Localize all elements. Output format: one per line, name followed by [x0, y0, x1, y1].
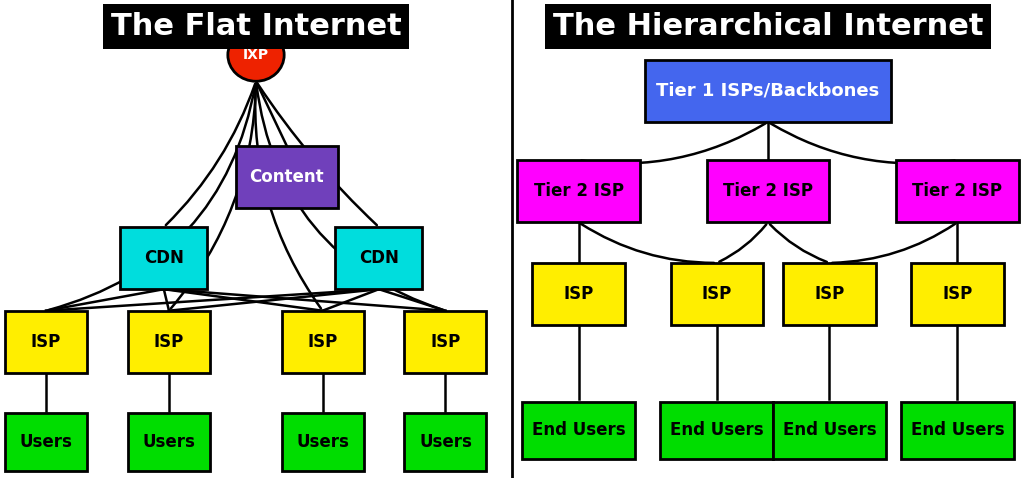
FancyBboxPatch shape [236, 146, 338, 208]
Text: The Hierarchical Internet: The Hierarchical Internet [553, 12, 983, 41]
Text: CDN: CDN [359, 249, 398, 267]
Text: The Flat Internet: The Flat Internet [111, 12, 401, 41]
Text: ISP: ISP [307, 333, 338, 351]
FancyBboxPatch shape [671, 263, 763, 325]
FancyBboxPatch shape [282, 413, 364, 471]
Text: ISP: ISP [154, 333, 184, 351]
FancyBboxPatch shape [707, 160, 829, 222]
Text: Users: Users [19, 433, 73, 451]
FancyBboxPatch shape [404, 413, 486, 471]
Text: IXP: IXP [243, 48, 269, 62]
Text: ISP: ISP [430, 333, 461, 351]
Text: End Users: End Users [531, 421, 626, 439]
Text: Users: Users [419, 433, 472, 451]
Text: End Users: End Users [910, 421, 1005, 439]
Text: Tier 2 ISP: Tier 2 ISP [912, 182, 1002, 200]
Text: ISP: ISP [31, 333, 61, 351]
Text: CDN: CDN [144, 249, 183, 267]
FancyBboxPatch shape [783, 263, 876, 325]
FancyBboxPatch shape [660, 402, 773, 459]
FancyBboxPatch shape [282, 311, 364, 373]
Text: ISP: ISP [942, 285, 973, 303]
Text: End Users: End Users [670, 421, 764, 439]
FancyBboxPatch shape [773, 402, 886, 459]
FancyBboxPatch shape [517, 160, 640, 222]
Text: ISP: ISP [563, 285, 594, 303]
FancyBboxPatch shape [336, 227, 423, 289]
Circle shape [227, 29, 285, 81]
Text: Users: Users [142, 433, 196, 451]
FancyBboxPatch shape [645, 60, 891, 122]
Text: Content: Content [250, 168, 324, 186]
FancyBboxPatch shape [404, 311, 486, 373]
Text: Tier 1 ISPs/Backbones: Tier 1 ISPs/Backbones [656, 82, 880, 100]
FancyBboxPatch shape [522, 402, 635, 459]
FancyBboxPatch shape [128, 311, 210, 373]
FancyBboxPatch shape [5, 413, 87, 471]
FancyBboxPatch shape [911, 263, 1004, 325]
Text: ISP: ISP [701, 285, 732, 303]
FancyBboxPatch shape [128, 413, 210, 471]
Text: Tier 2 ISP: Tier 2 ISP [723, 182, 813, 200]
Text: End Users: End Users [782, 421, 877, 439]
FancyBboxPatch shape [896, 160, 1019, 222]
FancyBboxPatch shape [901, 402, 1014, 459]
FancyBboxPatch shape [532, 263, 625, 325]
FancyBboxPatch shape [121, 227, 207, 289]
FancyBboxPatch shape [5, 311, 87, 373]
Text: Users: Users [296, 433, 349, 451]
Text: ISP: ISP [814, 285, 845, 303]
Text: Tier 2 ISP: Tier 2 ISP [534, 182, 624, 200]
